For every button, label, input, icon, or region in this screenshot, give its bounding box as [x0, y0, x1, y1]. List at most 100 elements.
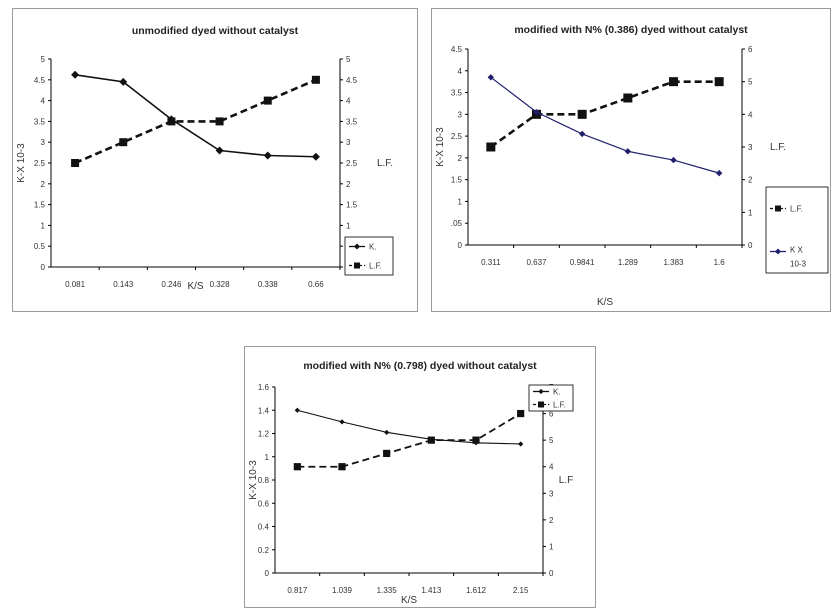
legend-label: L.F. — [790, 205, 803, 214]
data-point — [263, 96, 272, 105]
x-tick-label: 1.289 — [618, 258, 639, 267]
y2-tick-label: 4 — [549, 463, 554, 472]
x-axis-label: K/S — [187, 281, 203, 292]
x-tick-label: 0.637 — [526, 258, 547, 267]
y-tick-label: 0.5 — [34, 242, 46, 251]
y2-tick-label: 2 — [549, 516, 554, 525]
y-tick-label: 4 — [41, 97, 46, 106]
legend-swatch-marker — [354, 243, 360, 250]
chart-panel-unmodified: unmodified dyed without catalyst 0 0.5 1 1.5… — [12, 8, 418, 312]
data-point — [670, 156, 677, 164]
y-tick-label: 1.2 — [258, 430, 270, 439]
y-tick-label: 3 — [41, 138, 46, 147]
y-tick-label: 0 — [265, 569, 270, 578]
y-axis-label: K-X 10-3 — [16, 143, 27, 183]
y2-tick-label: 0 — [549, 569, 554, 578]
y2-tick-label: 6 — [748, 45, 753, 54]
y2-tick-label: 2 — [346, 180, 351, 189]
y2-tick-label: 1 — [748, 208, 753, 217]
y-tick-label: 1.6 — [258, 383, 270, 392]
y2-tick-label: 4.5 — [346, 76, 358, 85]
y-tick-label: 5 — [41, 55, 46, 64]
y-tick-label: 0 — [458, 241, 463, 250]
chart-title: unmodified dyed without catalyst — [132, 25, 299, 37]
x-tick-label: 1.413 — [421, 586, 442, 595]
legend-box — [765, 186, 829, 274]
data-point — [339, 419, 345, 425]
data-point — [623, 93, 633, 103]
y-tick-label: 0.6 — [258, 499, 270, 508]
y2-tick-label: 5 — [549, 436, 554, 445]
x-tick-label: 0.9841 — [570, 258, 595, 267]
x-tick-label: 0.246 — [161, 280, 182, 289]
y2-tick-label: 5 — [346, 55, 351, 64]
x-tick-label: 1.335 — [377, 586, 398, 595]
y-tick-label: 1 — [458, 197, 463, 206]
y2-tick-label: 1.5 — [346, 201, 358, 210]
y2-tick-label: 6 — [549, 410, 554, 419]
legend-box — [344, 236, 394, 276]
data-point — [518, 441, 524, 447]
y-tick-label: 1.4 — [258, 406, 270, 415]
data-point — [487, 74, 495, 81]
x-tick-label: 0.143 — [113, 280, 134, 289]
legend-label: K. — [553, 388, 561, 397]
data-point — [486, 142, 496, 152]
y-tick-label: 4.5 — [34, 76, 46, 85]
data-point — [384, 429, 390, 435]
y2-tick-label: 0 — [748, 241, 753, 250]
data-point — [577, 109, 587, 119]
series-line — [297, 409, 521, 445]
data-point — [167, 117, 176, 126]
legend-label: L.F. — [369, 262, 382, 271]
data-point — [578, 130, 586, 138]
legend-swatch-marker — [538, 401, 544, 408]
data-point — [311, 75, 320, 84]
y-tick-label: 3 — [458, 110, 463, 119]
data-point — [517, 409, 525, 418]
x-tick-label: 1.383 — [663, 258, 684, 267]
legend-swatch-marker — [354, 262, 360, 269]
data-point — [669, 77, 678, 87]
y-tick-label: 0 — [41, 263, 46, 272]
x-tick-label: 1.039 — [332, 586, 353, 595]
y-tick-label: 3.5 — [34, 117, 46, 126]
series-line — [490, 76, 720, 174]
y2-axis-label: L.F. — [770, 142, 786, 153]
data-point — [714, 77, 724, 87]
data-point — [215, 146, 224, 155]
y-tick-label: .05 — [451, 219, 463, 228]
y2-tick-label: 4 — [748, 110, 753, 119]
data-point — [294, 407, 300, 413]
y-tick-label: 2 — [41, 180, 46, 189]
y-tick-label: 2.5 — [451, 132, 463, 141]
series-line — [74, 78, 317, 165]
chart-panel-modified-0798: modified with N% (0.798) dyed without ca… — [244, 346, 596, 608]
chart-title: modified with N% (0.386) dyed without ca… — [514, 24, 748, 36]
chart-modified-0798: modified with N% (0.798) dyed without ca… — [248, 360, 574, 606]
data-point — [533, 108, 540, 116]
y-tick-label: 4.5 — [451, 45, 463, 54]
x-tick-label: 0.338 — [258, 280, 279, 289]
x-tick-label: 0.66 — [308, 280, 324, 289]
y-axis-label: K-X 10-3 — [435, 127, 446, 167]
y2-tick-label: 5 — [748, 78, 753, 87]
chart-panel-modified-0386: modified with N% (0.386) dyed without ca… — [431, 8, 831, 312]
y-tick-label: 0.4 — [258, 523, 270, 532]
y-tick-label: 4 — [458, 67, 463, 76]
data-point — [338, 463, 346, 471]
x-tick-label: 1.612 — [466, 586, 487, 595]
x-tick-label: 0.081 — [65, 280, 86, 289]
y2-axis-label: L.F. — [377, 158, 393, 169]
legend-label: K X 10-3 — [790, 246, 807, 269]
data-point — [119, 138, 128, 147]
y-tick-label: 0.8 — [258, 476, 270, 485]
legend-swatch-marker — [775, 205, 781, 212]
y2-tick-label: 2 — [748, 176, 753, 185]
y2-tick-label: 1 — [549, 542, 554, 551]
data-point — [383, 449, 391, 458]
data-point — [293, 463, 301, 471]
data-point — [624, 148, 632, 155]
chart-title: modified with N% (0.798) dyed without ca… — [303, 360, 537, 372]
y-tick-label: 2.5 — [34, 159, 46, 168]
